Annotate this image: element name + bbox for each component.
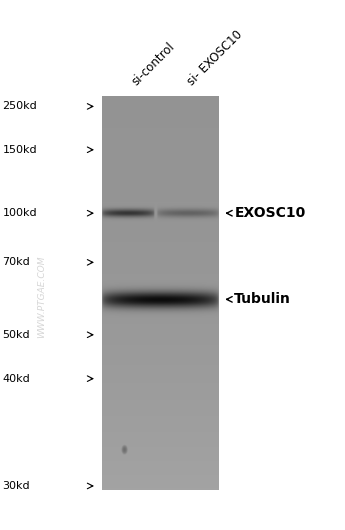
Text: 40kd: 40kd — [2, 374, 30, 384]
Text: 100kd: 100kd — [2, 208, 37, 218]
Text: si-control: si-control — [130, 40, 178, 88]
Text: WWW.PTGAE.COM: WWW.PTGAE.COM — [37, 255, 47, 338]
Text: 70kd: 70kd — [2, 258, 30, 267]
Text: Tubulin: Tubulin — [234, 293, 291, 306]
Text: 30kd: 30kd — [2, 481, 30, 491]
Text: si- EXOSC10: si- EXOSC10 — [185, 28, 245, 88]
Text: 250kd: 250kd — [2, 101, 37, 111]
Text: 150kd: 150kd — [2, 145, 37, 155]
Text: EXOSC10: EXOSC10 — [234, 206, 306, 220]
Text: 50kd: 50kd — [2, 330, 30, 340]
